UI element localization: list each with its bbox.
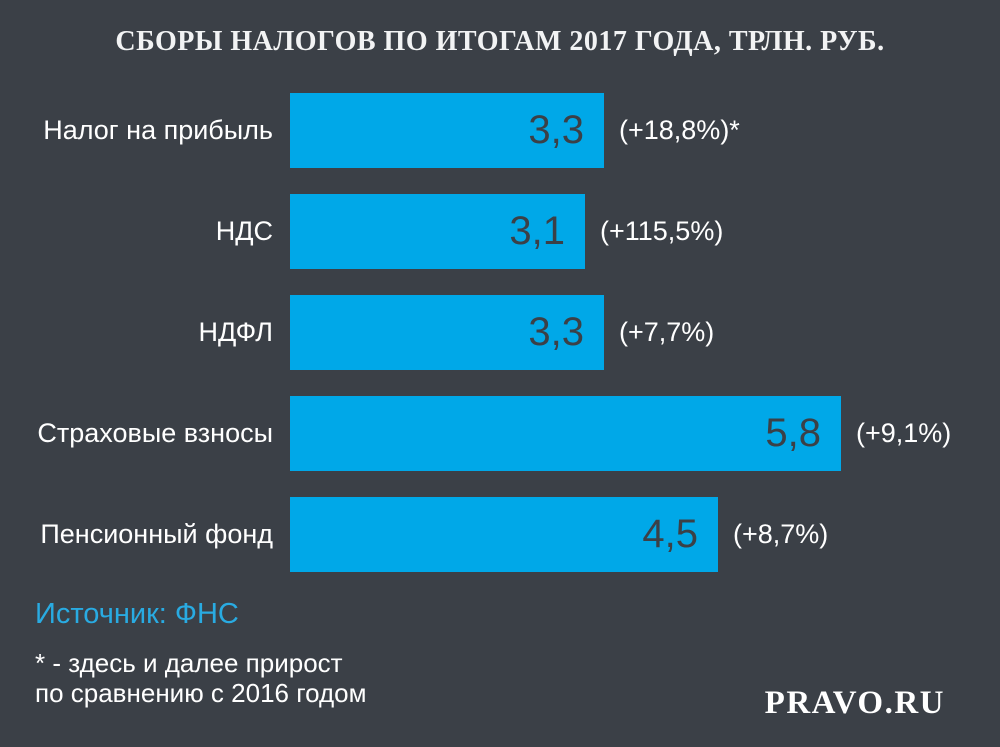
- bar-zone: 4,5 (+8,7%): [290, 497, 1000, 572]
- bar-value-label: 4,5: [642, 512, 698, 556]
- source-label: Источник: ФНС: [35, 598, 239, 630]
- bar-zone: 3,3 (+18,8%)*: [290, 93, 1000, 168]
- footnote-line-1: * - здесь и далее прирост: [35, 648, 343, 678]
- bar-zone: 3,1 (+115,5%): [290, 194, 1000, 269]
- bar-value-label: 3,1: [509, 209, 565, 253]
- category-label: Налог на прибыль: [43, 115, 273, 145]
- bar-row: Страховые взносы 5,8 (+9,1%): [0, 396, 1000, 471]
- footnote: * - здесь и далее прирост по сравнению с…: [0, 648, 1000, 708]
- bar: 3,3: [290, 93, 604, 168]
- bar-row: Налог на прибыль 3,3 (+18,8%)*: [0, 93, 1000, 168]
- bar-row: НДФЛ 3,3 (+7,7%): [0, 295, 1000, 370]
- bar-value-label: 3,3: [528, 310, 584, 354]
- growth-label: (+7,7%): [619, 317, 715, 347]
- bar-row: Пенсионный фонд 4,5 (+8,7%): [0, 497, 1000, 572]
- category-label: НДС: [215, 216, 273, 246]
- category-label: НДФЛ: [198, 317, 273, 347]
- growth-label: (+18,8%)*: [619, 115, 740, 145]
- bar-chart: Налог на прибыль 3,3 (+18,8%)* НДС 3,1 (…: [0, 93, 1000, 572]
- bar-zone: 3,3 (+7,7%): [290, 295, 1000, 370]
- bar-value-label: 5,8: [765, 411, 821, 455]
- bar: 5,8: [290, 396, 841, 471]
- bar-value-label: 3,3: [528, 108, 584, 152]
- category-label: Пенсионный фонд: [40, 519, 273, 549]
- bar: 3,1: [290, 194, 585, 269]
- pravo-ru-logo: PRAVO.RU: [764, 685, 945, 721]
- bar: 4,5: [290, 497, 718, 572]
- growth-label: (+9,1%): [856, 418, 952, 448]
- bar: 3,3: [290, 295, 604, 370]
- category-label: Страховые взносы: [37, 418, 273, 448]
- footnote-line-2: по сравнению с 2016 годом: [35, 678, 367, 708]
- growth-label: (+115,5%): [600, 216, 724, 246]
- growth-label: (+8,7%): [733, 519, 829, 549]
- chart-title: СБОРЫ НАЛОГОВ ПО ИТОГАМ 2017 ГОДА, ТРЛН.…: [115, 26, 885, 57]
- bar-zone: 5,8 (+9,1%): [290, 396, 1000, 471]
- bar-row: НДС 3,1 (+115,5%): [0, 194, 1000, 269]
